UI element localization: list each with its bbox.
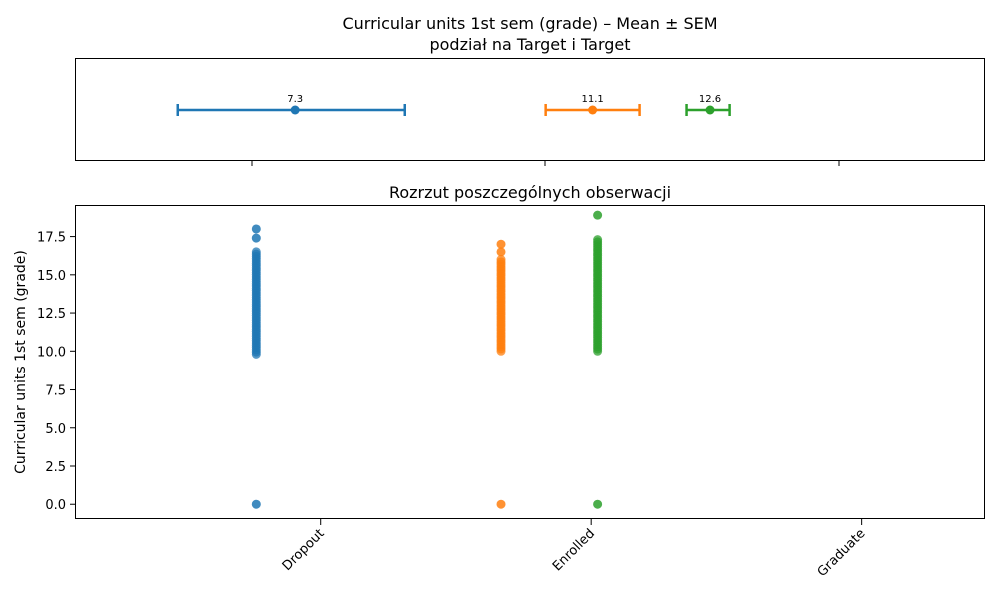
scatter-series-dropout [251,224,261,509]
errorbar-dropout: 7.3 [176,94,407,116]
top-chart-title: Curricular units 1st sem (grade) – Mean … [342,14,717,33]
y-tick-label: 12.5 [37,307,66,322]
x-tick-label: Graduate [815,526,869,580]
scatter-point [593,499,603,509]
scatter-point [496,255,506,265]
scatter-series-graduate [593,210,603,509]
y-tick-label: 2.5 [45,460,66,475]
y-tick-label: 5.0 [45,422,66,437]
scatter-point [251,499,261,509]
bottom-chart-title: Rozrzut poszczególnych obserwacji [389,183,671,202]
top-x-ticks [251,161,840,166]
y-axis: 0.0 2.5 5.0 7.5 10.0 12.5 15.0 17.5 [37,231,76,513]
y-tick-label: 17.5 [37,231,66,246]
scatter-point [496,499,506,509]
scatter-point [593,210,603,220]
y-axis-label: Curricular units 1st sem (grade) [13,250,29,474]
mean-label: 11.1 [581,94,603,105]
y-tick-label: 10.0 [37,345,66,360]
scatter-series-enrolled [496,239,506,509]
scatter-point [496,247,506,257]
scatter-point [593,235,603,245]
x-axis: Dropout Enrolled Graduate [280,519,869,580]
scatter-point [251,233,261,243]
top-plot-frame [75,58,985,161]
y-tick-label: 15.0 [37,269,66,284]
errorbar-enrolled: 11.1 [544,94,641,116]
mean-point [290,105,300,115]
x-tick-label: Enrolled [550,526,598,574]
mean-point [705,105,715,115]
scatter-point [496,239,506,249]
bottom-plot-frame [75,205,985,519]
top-error-bars: 7.3 11.1 12.6 [176,94,731,116]
mean-point [588,105,598,115]
scatter-point [251,247,261,257]
x-tick-label: Dropout [280,526,328,574]
top-chart-subtitle: podział na Target i Target [429,35,630,54]
y-tick-label: 7.5 [45,384,66,399]
scatter-point [251,224,261,234]
mean-label: 7.3 [287,94,303,105]
scatter-points [251,210,603,509]
mean-label: 12.6 [699,94,721,105]
y-tick-label: 0.0 [45,498,66,513]
errorbar-graduate: 12.6 [685,94,731,116]
